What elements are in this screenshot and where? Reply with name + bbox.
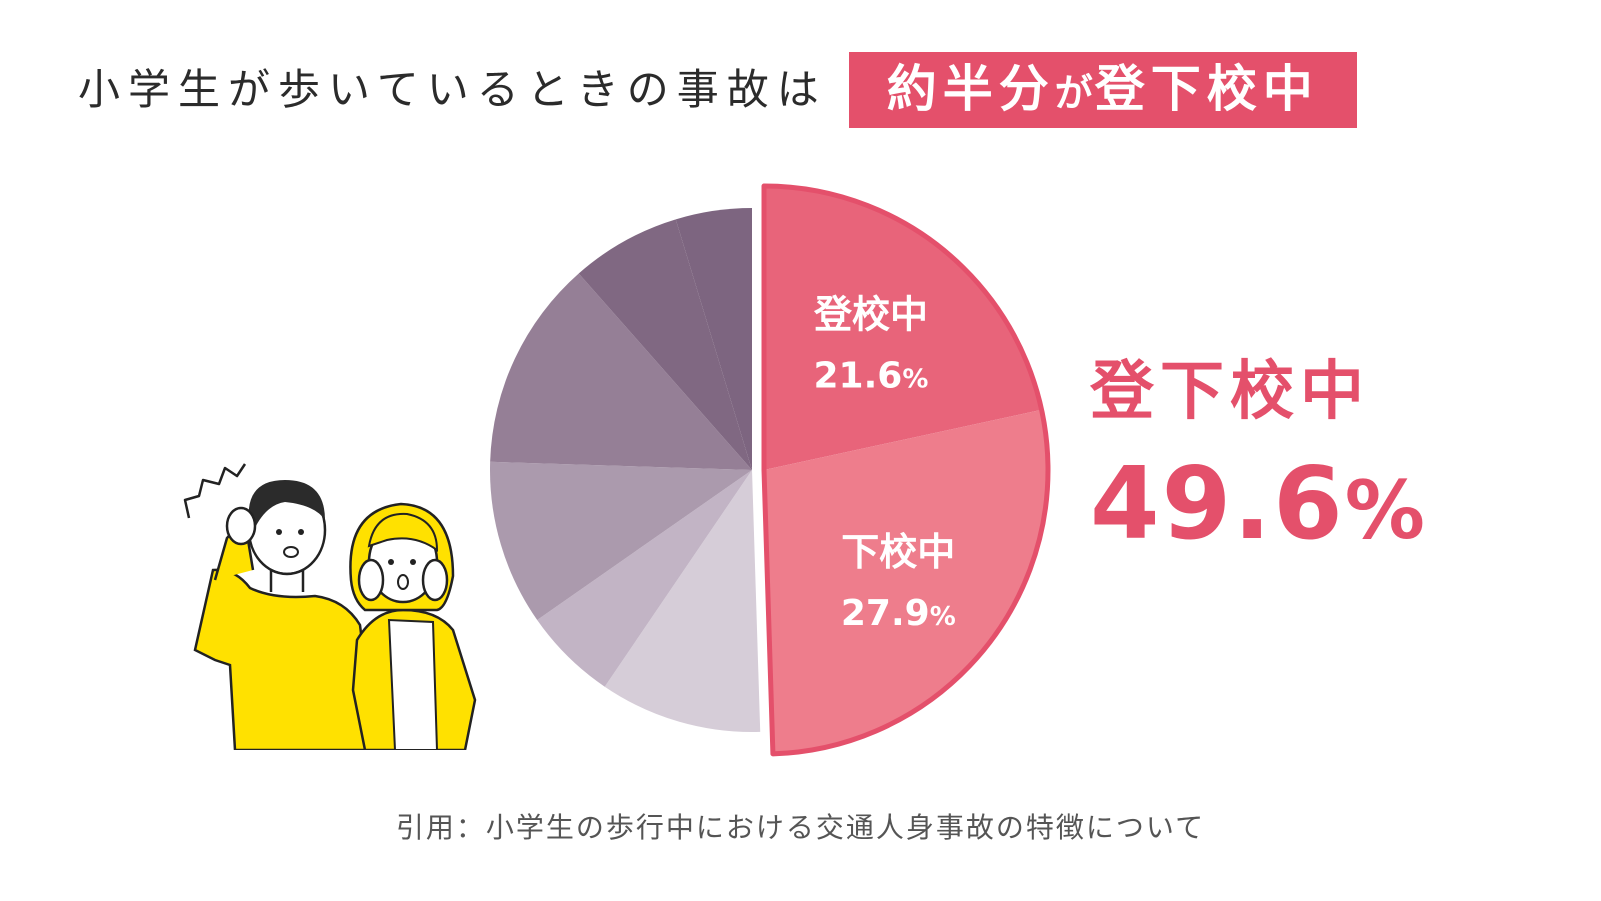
title-highlight: 約半分が登下校中 bbox=[848, 52, 1357, 128]
pie-slice-0 bbox=[764, 186, 1042, 470]
title-text: 小学生が歩いているときの事故は bbox=[78, 65, 827, 114]
callout-label: 登下校中 bbox=[1090, 355, 1370, 429]
pie-slice-4 bbox=[490, 461, 752, 620]
pie-slice-6 bbox=[578, 219, 752, 470]
title-row: 小学生が歩いているときの事故は 約半分が登下校中 bbox=[78, 52, 1357, 128]
callout-value-number: 49.6 bbox=[1090, 445, 1345, 562]
exploded-group-outline bbox=[761, 183, 1051, 757]
pie-slice-3 bbox=[537, 470, 752, 687]
callout-value-unit: % bbox=[1344, 464, 1427, 557]
callout-value: 49.6% bbox=[1090, 454, 1427, 554]
pie-slice-1 bbox=[764, 409, 1048, 754]
callout: 登下校中 49.6% bbox=[1090, 360, 1427, 554]
source-citation: 引用：小学生の歩行中における交通人身事故の特徴について bbox=[395, 811, 1206, 844]
title-highlight-end: 登下校中 bbox=[1094, 60, 1319, 118]
pie-slice-5 bbox=[490, 273, 752, 470]
title-highlight-main: 約半分 bbox=[886, 60, 1055, 118]
pie-slice-2 bbox=[604, 470, 761, 732]
slice-label-1: 下校中 bbox=[841, 530, 955, 574]
surprised-people-illustration bbox=[183, 463, 477, 750]
slice-value-1: 27.9% bbox=[841, 593, 956, 634]
pie-slice-7 bbox=[675, 208, 752, 470]
title-highlight-particle: が bbox=[1054, 71, 1095, 115]
slice-label-0: 登校中 bbox=[813, 292, 928, 336]
